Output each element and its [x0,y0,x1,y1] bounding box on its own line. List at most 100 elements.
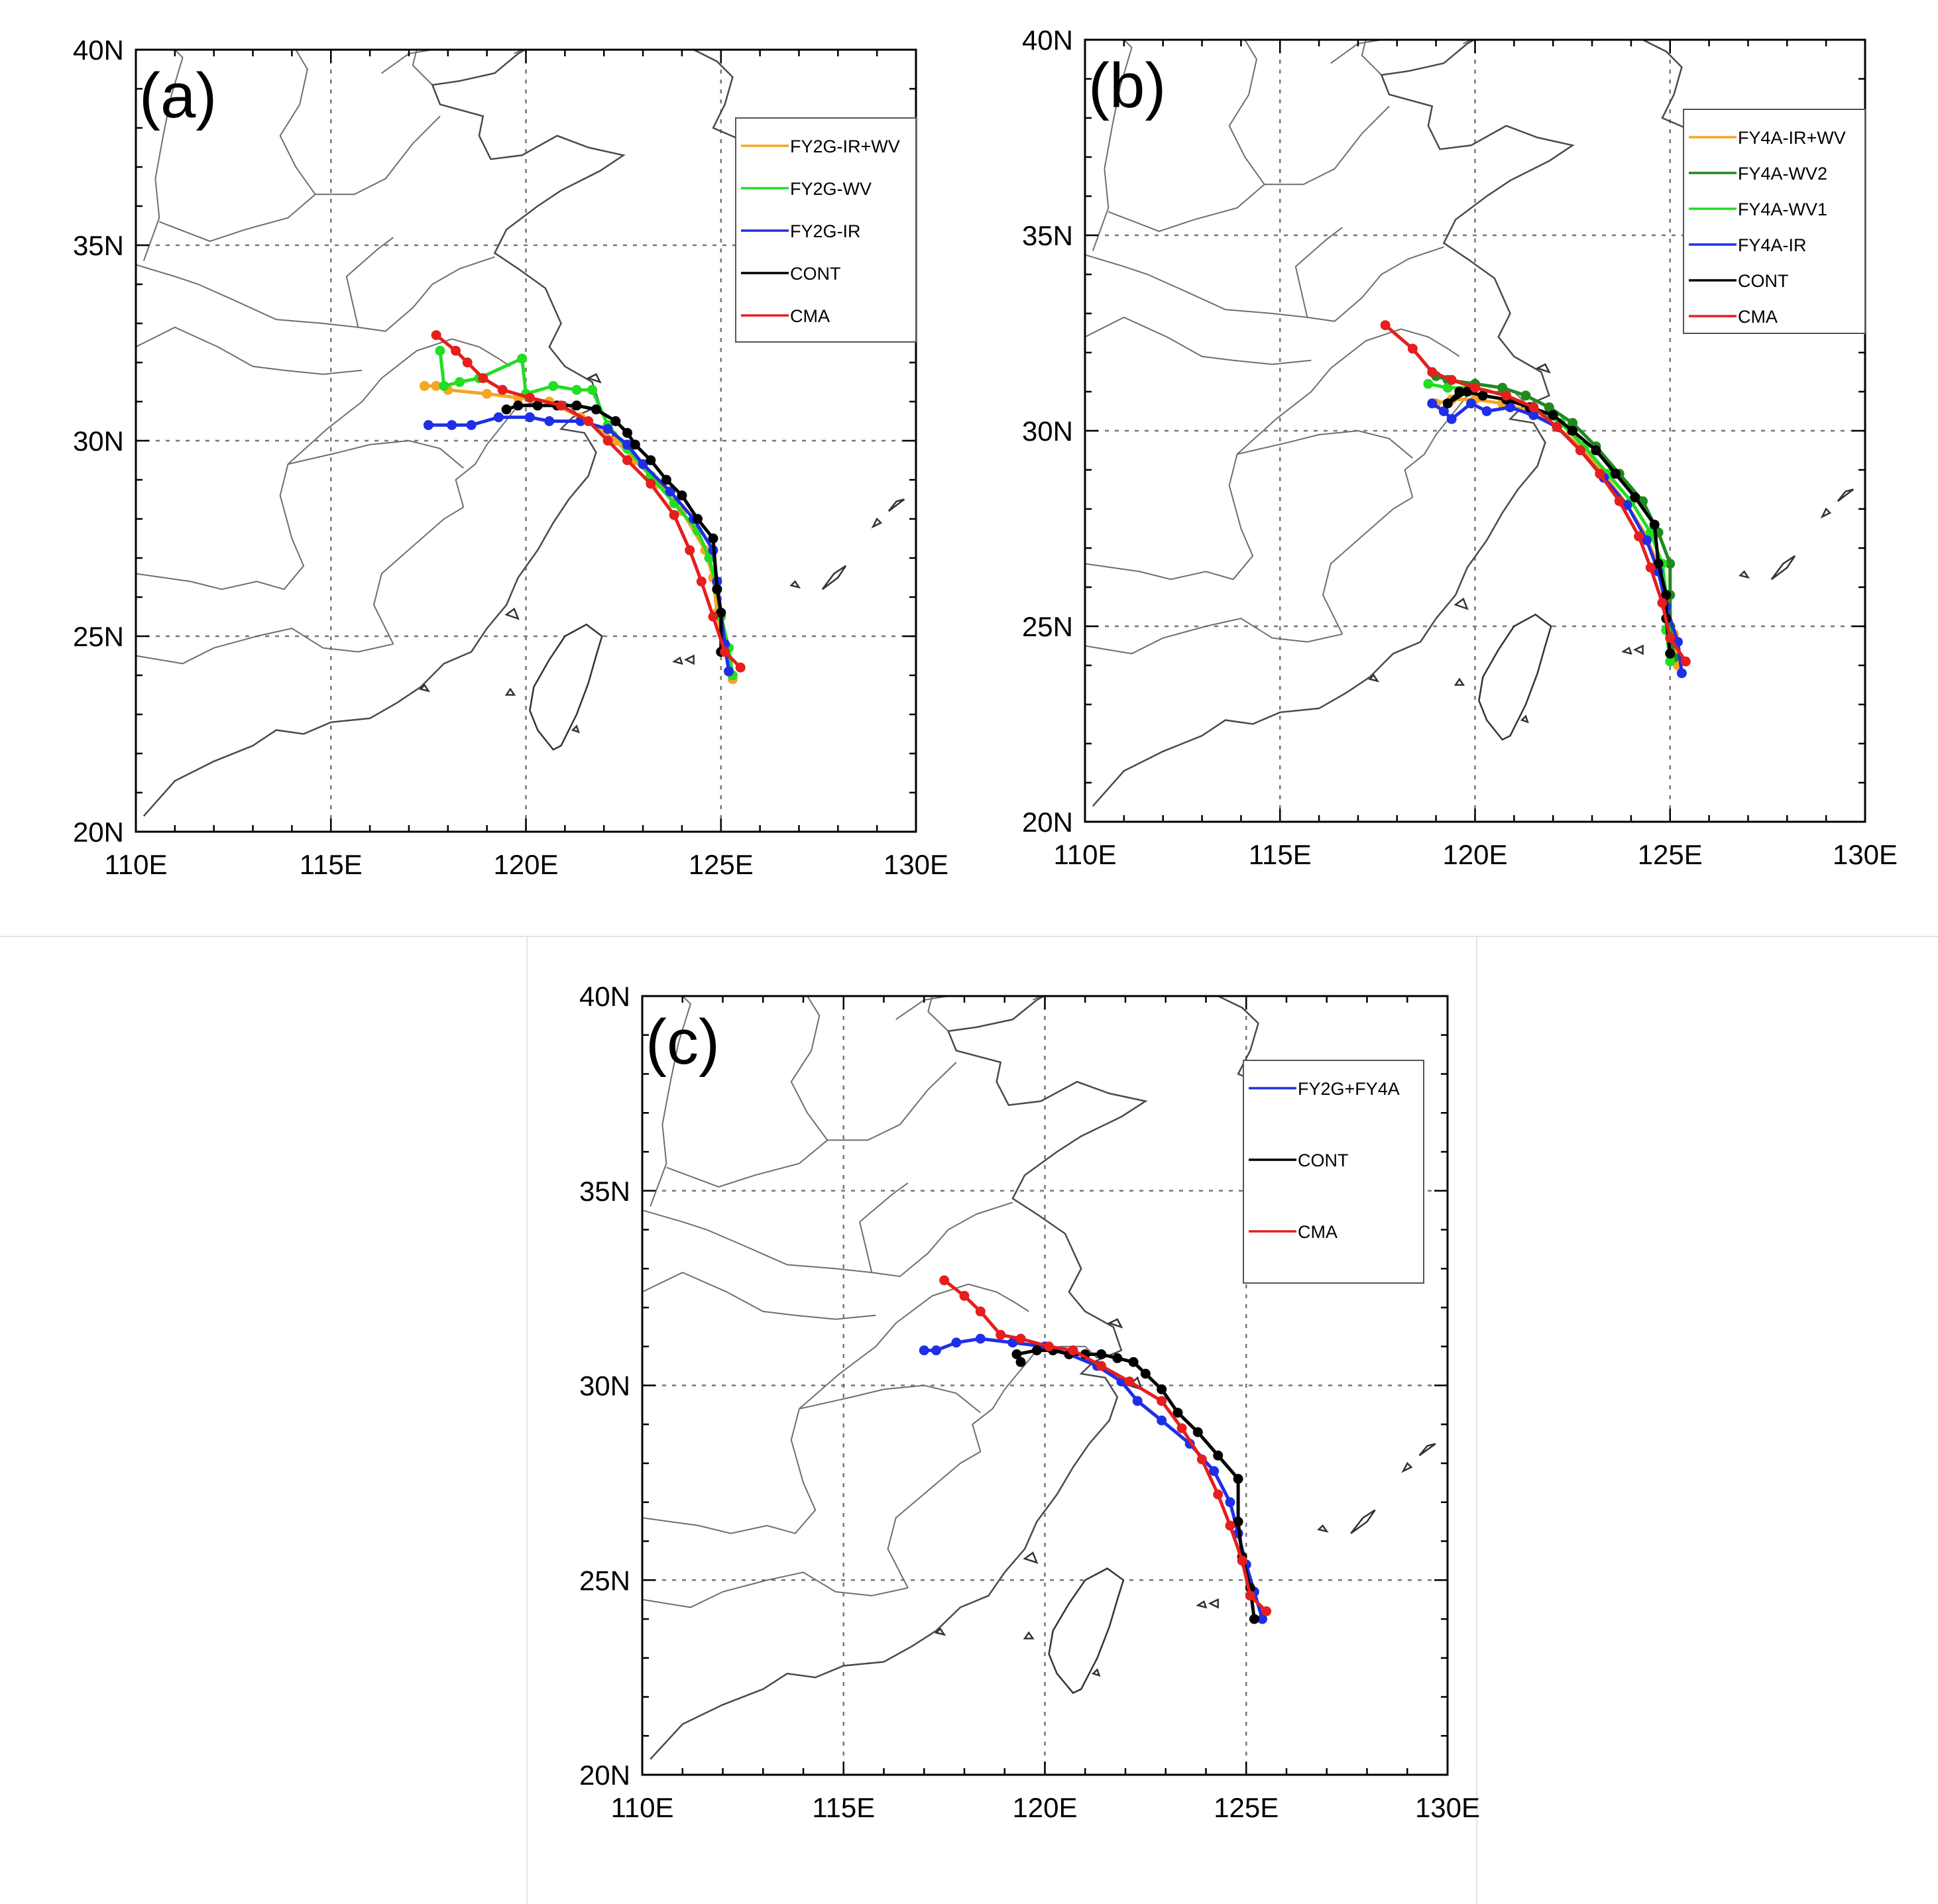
legend-label: FY2G-IR+WV [790,137,900,156]
track-cma [1380,320,1691,667]
track-point [419,380,429,391]
y-tick-label: 40N [1022,25,1073,56]
province-border [642,1271,876,1320]
track-point [704,553,714,563]
small-island [1454,597,1469,610]
track-point [735,662,746,673]
track-line [1015,1349,1256,1621]
track-point [1176,1423,1187,1433]
province-border [642,1408,817,1534]
track-point [1257,1614,1268,1624]
track-point [1157,1396,1167,1406]
track-point [1591,445,1601,455]
track-point [1595,469,1605,479]
track-point [959,1290,970,1301]
basemap [136,50,916,832]
track-fy4a-ir [1427,398,1687,679]
track-point [462,357,473,368]
y-tick-label: 35N [579,1176,630,1207]
x-tick-label: 125E [1214,1792,1279,1823]
track-point [1665,559,1676,569]
track-point [501,404,512,415]
taiwan-island [1048,1567,1125,1695]
province-border [858,1182,909,1273]
x-tick-label: 125E [689,849,754,880]
track-point [630,439,640,450]
track-point [1124,1376,1135,1387]
track-point [939,1275,950,1286]
y-tick-label: 25N [579,1565,630,1596]
track-point [1380,320,1391,331]
track-point [454,377,465,387]
track-point [1520,390,1531,401]
track-point [1568,425,1578,436]
track-point [1427,367,1438,377]
track-point [1245,1591,1255,1601]
small-island [1535,363,1551,374]
province-border [1294,227,1343,318]
y-tick-label: 25N [73,621,124,652]
legend-box [1683,109,1866,334]
coastline [142,50,626,817]
track-point [1657,598,1668,608]
legend-label: CMA [1298,1222,1338,1242]
track-point [1438,406,1449,416]
x-tick-label: 110E [611,1792,674,1823]
track-point [692,514,703,524]
track-point [975,1306,986,1317]
taiwan-island [529,623,603,751]
small-island [1454,677,1465,686]
track-point [1528,402,1539,413]
track-point [1128,1357,1139,1367]
track-point [931,1345,941,1356]
x-tick-label: 110E [105,849,168,880]
track-point [1548,410,1558,420]
track-point [583,416,594,426]
legend-label: CMA [1738,307,1778,327]
track-point [1427,398,1438,409]
x-tick-label: 120E [1442,839,1507,870]
track-point [524,412,535,423]
track-point [1575,445,1585,455]
track-point [1096,1349,1107,1359]
track-point [1446,414,1457,424]
track-point [975,1333,986,1344]
track-point [661,475,671,485]
track-point [447,420,457,430]
typhoon-tracks [1380,320,1691,679]
track-point [622,427,633,438]
track-point [1501,390,1512,401]
track-point [1261,1606,1272,1616]
track-fy4a-ir-wv [1431,394,1683,671]
track-point [548,380,559,391]
basemap [1085,40,1865,822]
track-point [1649,520,1660,530]
small-island [821,565,847,590]
province-border [1092,40,1133,251]
track-point [665,486,675,497]
small-island [1107,1317,1123,1329]
track-point [646,478,656,489]
track-point [996,1329,1006,1340]
track-point [1446,374,1457,385]
track-point [555,400,566,411]
panel-label: (c) [646,1007,720,1078]
province-border [972,1345,1098,1452]
track-point [571,384,582,395]
x-tick-label: 115E [812,1792,875,1823]
track-line [1383,323,1687,663]
province-border [372,506,464,645]
track-point [517,353,528,364]
track-point [1610,469,1621,479]
track-point [716,608,726,618]
legend: FY4A-IR+WV FY4A-WV2 FY4A-WV1 FY4A-IR CONT CMA [1683,109,1866,334]
track-point [1213,1489,1224,1500]
track-point [1015,1357,1026,1367]
track-point [602,435,613,446]
small-island [1621,646,1632,655]
y-tick-label: 35N [1022,220,1073,251]
province-border [158,50,317,243]
province-border [381,50,433,74]
track-point [1630,492,1640,502]
